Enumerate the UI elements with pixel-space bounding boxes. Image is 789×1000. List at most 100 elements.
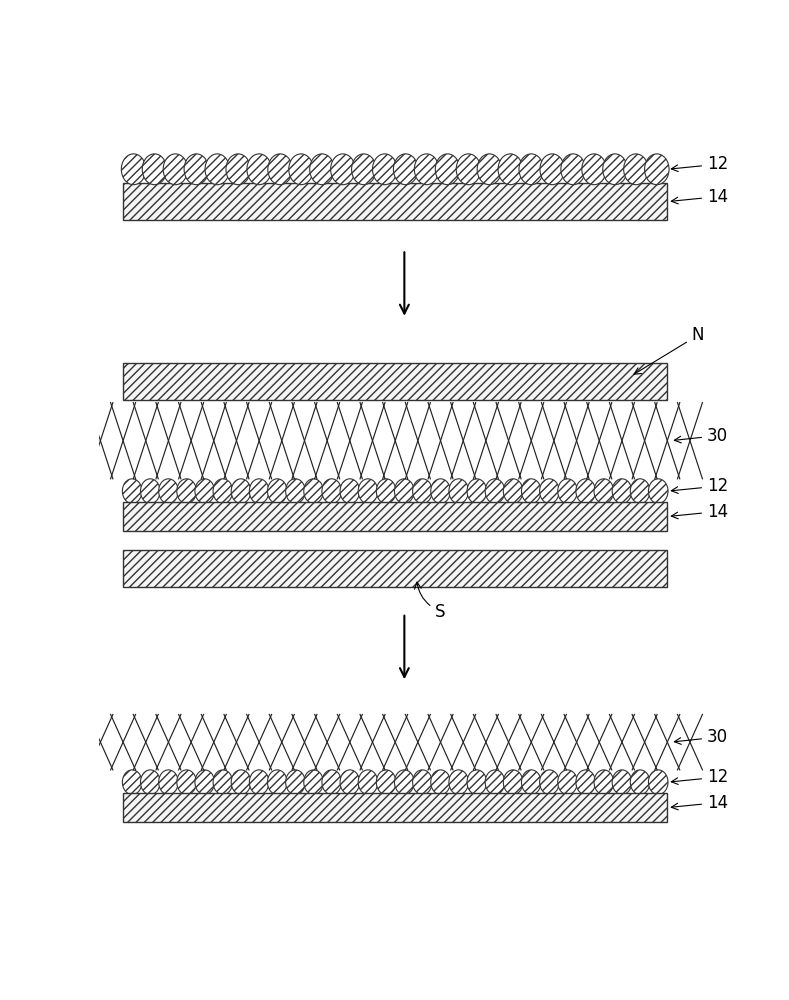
FancyBboxPatch shape	[123, 550, 667, 587]
Circle shape	[603, 154, 627, 185]
Circle shape	[414, 154, 439, 185]
Text: 12: 12	[671, 477, 728, 495]
Circle shape	[159, 770, 178, 795]
Circle shape	[142, 154, 166, 185]
Text: 14: 14	[671, 794, 728, 812]
Circle shape	[231, 770, 251, 795]
Circle shape	[522, 479, 541, 503]
Circle shape	[322, 770, 342, 795]
Circle shape	[649, 770, 668, 795]
Circle shape	[331, 154, 355, 185]
Circle shape	[163, 154, 188, 185]
Circle shape	[140, 479, 160, 503]
Circle shape	[286, 770, 305, 795]
Circle shape	[177, 770, 196, 795]
Circle shape	[122, 479, 142, 503]
Circle shape	[485, 770, 505, 795]
Circle shape	[431, 770, 451, 795]
Circle shape	[581, 154, 606, 185]
Circle shape	[376, 770, 396, 795]
Circle shape	[540, 770, 559, 795]
Circle shape	[485, 479, 505, 503]
Circle shape	[630, 479, 650, 503]
Circle shape	[394, 154, 418, 185]
Circle shape	[540, 154, 564, 185]
Circle shape	[503, 770, 523, 795]
Circle shape	[436, 154, 460, 185]
Circle shape	[267, 154, 292, 185]
Circle shape	[630, 770, 650, 795]
Circle shape	[340, 479, 360, 503]
Circle shape	[456, 154, 481, 185]
Circle shape	[159, 479, 178, 503]
Circle shape	[122, 154, 146, 185]
Circle shape	[231, 479, 251, 503]
Circle shape	[213, 770, 233, 795]
Circle shape	[594, 770, 614, 795]
Text: S: S	[414, 582, 446, 621]
Circle shape	[498, 154, 522, 185]
Circle shape	[267, 479, 287, 503]
Circle shape	[289, 154, 313, 185]
Circle shape	[372, 154, 397, 185]
Circle shape	[122, 770, 142, 795]
Circle shape	[576, 770, 596, 795]
Circle shape	[195, 770, 215, 795]
Circle shape	[594, 479, 614, 503]
Circle shape	[394, 770, 414, 795]
Circle shape	[226, 154, 250, 185]
Circle shape	[184, 154, 208, 185]
Text: 12: 12	[671, 768, 728, 786]
Circle shape	[522, 770, 541, 795]
Circle shape	[304, 770, 323, 795]
Circle shape	[558, 770, 578, 795]
Circle shape	[649, 479, 668, 503]
Circle shape	[467, 479, 487, 503]
Text: 12: 12	[671, 155, 728, 173]
Text: 14: 14	[671, 503, 728, 521]
Circle shape	[286, 479, 305, 503]
Circle shape	[195, 479, 215, 503]
Circle shape	[645, 154, 669, 185]
Text: 30: 30	[675, 728, 728, 746]
Circle shape	[449, 770, 469, 795]
Circle shape	[623, 154, 648, 185]
Circle shape	[322, 479, 342, 503]
Circle shape	[358, 479, 378, 503]
Circle shape	[413, 770, 432, 795]
Circle shape	[561, 154, 585, 185]
Circle shape	[558, 479, 578, 503]
Circle shape	[352, 154, 376, 185]
Circle shape	[267, 770, 287, 795]
FancyBboxPatch shape	[123, 502, 667, 531]
Circle shape	[140, 770, 160, 795]
Circle shape	[249, 479, 269, 503]
Circle shape	[304, 479, 323, 503]
Circle shape	[612, 770, 632, 795]
Circle shape	[249, 770, 269, 795]
Circle shape	[431, 479, 451, 503]
Circle shape	[519, 154, 544, 185]
Circle shape	[449, 479, 469, 503]
Circle shape	[540, 479, 559, 503]
FancyBboxPatch shape	[123, 793, 667, 822]
FancyBboxPatch shape	[123, 363, 667, 400]
Circle shape	[340, 770, 360, 795]
Text: 30: 30	[675, 427, 728, 445]
Circle shape	[503, 479, 523, 503]
Circle shape	[467, 770, 487, 795]
Circle shape	[413, 479, 432, 503]
Circle shape	[376, 479, 396, 503]
Text: N: N	[634, 326, 705, 374]
Circle shape	[394, 479, 414, 503]
Circle shape	[576, 479, 596, 503]
Circle shape	[477, 154, 502, 185]
Circle shape	[358, 770, 378, 795]
Text: 14: 14	[671, 188, 728, 206]
Circle shape	[247, 154, 271, 185]
FancyBboxPatch shape	[123, 183, 667, 220]
Circle shape	[213, 479, 233, 503]
Circle shape	[177, 479, 196, 503]
Circle shape	[310, 154, 335, 185]
Circle shape	[612, 479, 632, 503]
